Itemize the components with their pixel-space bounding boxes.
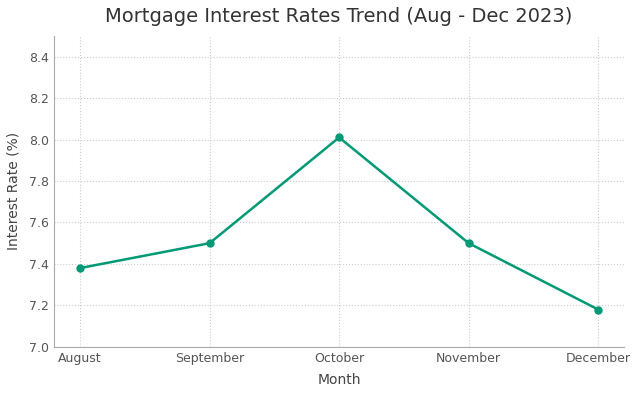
Y-axis label: Interest Rate (%): Interest Rate (%) — [7, 132, 21, 251]
X-axis label: Month: Month — [317, 373, 361, 387]
Title: Mortgage Interest Rates Trend (Aug - Dec 2023): Mortgage Interest Rates Trend (Aug - Dec… — [106, 7, 573, 26]
